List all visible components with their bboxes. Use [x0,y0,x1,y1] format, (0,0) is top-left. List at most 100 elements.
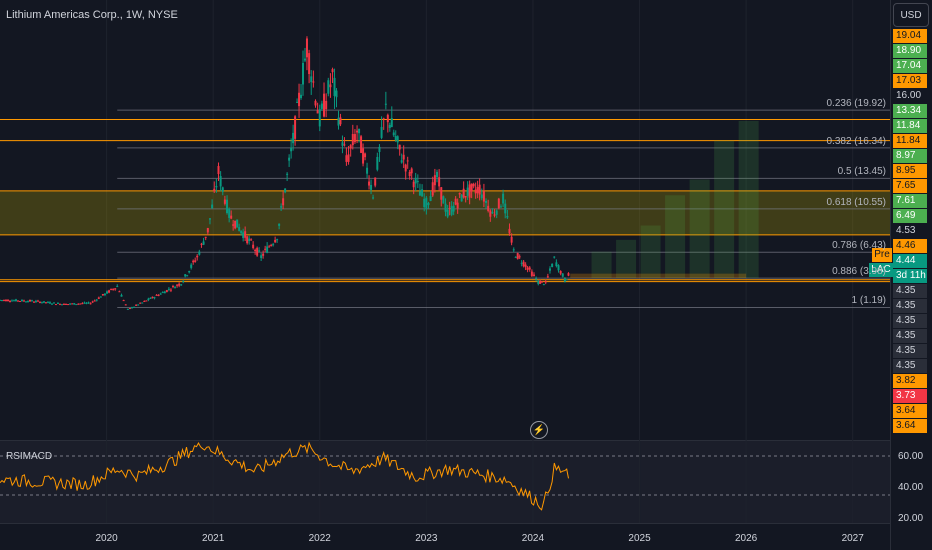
candle-body [75,304,78,306]
candle-body [190,264,193,268]
target-bar [665,195,686,279]
candle-body [442,196,445,204]
candle-body [46,301,49,303]
candle-body [308,53,311,75]
candle-body [91,301,94,303]
candle-body [67,304,70,306]
candle-body [79,303,82,305]
candle-body [540,281,543,283]
candle-body [366,167,369,174]
candle-body [32,301,35,303]
candle-body [20,299,23,302]
candle-body [458,192,461,195]
candle-body [258,250,261,252]
candle-body [87,302,90,304]
candle-body [504,203,507,214]
price-tag: 8.97 [893,149,927,163]
candle-body [320,103,323,109]
candle-body [364,153,367,158]
candle-body [482,191,485,202]
candle-body [454,198,457,205]
candle-body [26,301,29,303]
candle-body [141,302,144,304]
x-tick-label: 2022 [308,533,331,544]
target-bar [616,239,637,279]
candle-body [539,281,542,284]
candle-body [126,308,129,310]
candle-body [353,134,356,143]
candle-body [478,184,481,195]
candle-body [446,209,449,217]
fib-label: 1 (1.19) [851,295,886,307]
candle-body [60,304,63,306]
target-bar [591,251,612,279]
candle-body [476,186,479,194]
candle-body [356,130,359,133]
candle-body [108,290,111,293]
target-bar [640,225,661,279]
candle-body [77,303,80,305]
candle-body [462,188,465,198]
candle-body [427,202,430,206]
candle-body [506,215,509,218]
candle-body [358,128,361,134]
candle-body [122,300,125,302]
price-tag: 8.95 [893,164,927,178]
candle-body [414,177,417,184]
candle-body [256,247,259,256]
price-tag: 7.61 [893,194,927,208]
candle-body [392,132,395,136]
candle-body [485,200,488,203]
fib-label: 0.382 (16.34) [826,135,887,147]
candle-body [286,173,289,175]
candle-body [335,90,338,98]
candle-body [390,118,393,128]
candle-body [450,206,453,215]
candle-body [429,196,432,202]
candle-body [522,261,525,267]
currency-button[interactable]: USD [893,3,929,27]
candle-body [472,183,475,187]
candle-body [325,100,328,110]
candle-body [444,203,447,212]
candle-body [232,224,235,226]
candle-body [169,289,172,291]
candle-body [8,301,11,303]
candle-body [318,109,321,127]
candle-body [18,300,21,302]
candle-body [555,262,558,267]
candle-body [542,284,545,286]
candle-body [215,185,218,188]
candle-body [196,255,199,258]
candle-body [12,300,15,302]
candle-body [202,241,205,245]
candle-body [520,262,523,264]
lightning-icon[interactable]: ⚡ [530,421,548,439]
candle-body [194,260,197,262]
candle-body [69,303,72,305]
candle-body [213,188,216,192]
symbol-price-tag: LAC [869,263,893,277]
symbol-title: Lithium Americas Corp., 1W, NYSE [6,9,178,21]
candle-body [246,236,249,244]
candle-body [163,291,166,294]
candle-body [302,62,305,85]
candle-body [386,114,389,123]
candle-body [323,93,326,117]
candle-body [284,188,287,193]
candle-body [388,124,391,128]
candle-body [408,171,411,177]
candle-body [466,187,469,196]
candle-body [376,156,379,170]
candle-body [73,303,76,305]
fib-label: 0.786 (6.43) [832,240,886,252]
candle-body [230,215,233,219]
indicator-label: RSIMACD [6,451,53,462]
candle-body [567,273,570,276]
base-zone [570,273,747,279]
candle-body [480,194,483,199]
price-tag: 13.34 [893,104,927,118]
candle-body [50,303,53,305]
